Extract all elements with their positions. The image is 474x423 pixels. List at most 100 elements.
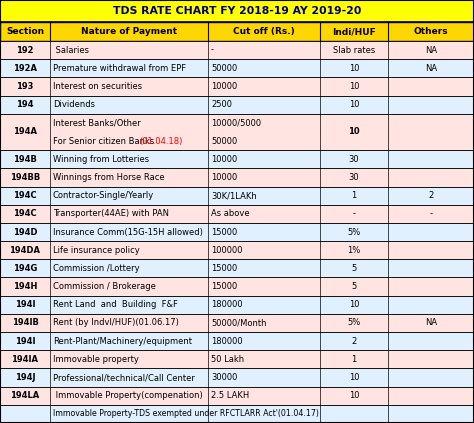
Text: 10: 10 (349, 373, 359, 382)
Text: -: - (353, 209, 356, 218)
Text: (01.04.18): (01.04.18) (139, 137, 183, 146)
Text: Contractor-Single/Yearly: Contractor-Single/Yearly (53, 191, 154, 200)
Text: Professional/technical/Call Center: Professional/technical/Call Center (53, 373, 195, 382)
Text: 10: 10 (348, 127, 360, 137)
Text: Transporter(44AE) with PAN: Transporter(44AE) with PAN (53, 209, 169, 218)
Text: 10: 10 (349, 100, 359, 109)
Text: 10000/5000: 10000/5000 (211, 118, 261, 127)
Text: Indi/HUF: Indi/HUF (332, 27, 376, 36)
Text: Rent-Plant/Machinery/equipment: Rent-Plant/Machinery/equipment (53, 337, 192, 346)
Text: 194C: 194C (13, 191, 37, 200)
Text: Immovable Property-TDS exempted under RFCTLARR Act'(01.04.17): Immovable Property-TDS exempted under RF… (53, 409, 319, 418)
Text: 15000: 15000 (211, 228, 237, 236)
Text: 194C: 194C (13, 209, 37, 218)
Text: Nature of Payment: Nature of Payment (81, 27, 177, 36)
Text: 192A: 192A (13, 64, 37, 73)
Text: 193: 193 (16, 82, 34, 91)
Text: Rent (by Indvl/HUF)(01.06.17): Rent (by Indvl/HUF)(01.06.17) (53, 319, 179, 327)
Text: Cut off (Rs.): Cut off (Rs.) (233, 27, 295, 36)
Text: 194BB: 194BB (10, 173, 40, 182)
Text: 30000: 30000 (211, 373, 237, 382)
Bar (0, 150, 474, 168)
Text: 15000: 15000 (211, 264, 237, 273)
Text: 194I: 194I (15, 337, 35, 346)
Bar (0, 96, 474, 114)
Text: Immovable Property(compenation): Immovable Property(compenation) (53, 391, 203, 400)
Text: 10000: 10000 (211, 82, 237, 91)
Text: Commission / Brokerage: Commission / Brokerage (53, 282, 156, 291)
Text: As above: As above (211, 209, 250, 218)
Text: Winnings from Horse Race: Winnings from Horse Race (53, 173, 164, 182)
Text: 30: 30 (349, 173, 359, 182)
Text: 30: 30 (349, 155, 359, 164)
Text: 194IA: 194IA (11, 355, 38, 364)
Text: 10: 10 (349, 64, 359, 73)
Text: 194H: 194H (13, 282, 37, 291)
Text: 10: 10 (349, 391, 359, 400)
Text: 10: 10 (349, 300, 359, 309)
Text: NA: NA (425, 64, 437, 73)
Text: 1: 1 (351, 191, 356, 200)
Text: 180000: 180000 (211, 337, 243, 346)
Text: 50 Lakh: 50 Lakh (211, 355, 244, 364)
Text: 194: 194 (16, 100, 34, 109)
Text: Rent Land  and  Building  F&F: Rent Land and Building F&F (53, 300, 178, 309)
Bar (0, 59, 474, 77)
Text: Slab rates: Slab rates (333, 46, 375, 55)
Text: 194I: 194I (15, 300, 35, 309)
Text: 2: 2 (428, 191, 434, 200)
Text: 194IB: 194IB (11, 319, 38, 327)
Text: Salaries: Salaries (53, 46, 89, 55)
Bar (0, 223, 474, 241)
Text: 194J: 194J (15, 373, 35, 382)
Bar (0, 405, 474, 423)
Bar (0, 314, 474, 332)
Text: Life insurance policy: Life insurance policy (53, 246, 140, 255)
Text: 194D: 194D (13, 228, 37, 236)
Text: TDS RATE CHART FY 2018-19 AY 2019-20: TDS RATE CHART FY 2018-19 AY 2019-20 (113, 6, 361, 16)
Text: 5%: 5% (347, 228, 361, 236)
Bar (0, 241, 474, 259)
Text: 50000: 50000 (211, 137, 237, 146)
Text: 5: 5 (351, 264, 356, 273)
Text: Commission /Lottery: Commission /Lottery (53, 264, 140, 273)
Bar (0, 387, 474, 405)
Text: Interest Banks/Other: Interest Banks/Other (53, 118, 141, 127)
Text: NA: NA (425, 46, 437, 55)
Text: 10000: 10000 (211, 173, 237, 182)
Bar (0, 22, 474, 41)
Text: 10000: 10000 (211, 155, 237, 164)
Bar (0, 187, 474, 205)
Text: 100000: 100000 (211, 246, 243, 255)
Text: Dividends: Dividends (53, 100, 95, 109)
Text: Immovable property: Immovable property (53, 355, 139, 364)
Bar (0, 0, 474, 22)
Bar (0, 259, 474, 277)
Text: 5: 5 (351, 282, 356, 291)
Text: 1: 1 (351, 355, 356, 364)
Text: 30K/1LAKh: 30K/1LAKh (211, 191, 257, 200)
Text: Insurance Comm(15G-15H allowed): Insurance Comm(15G-15H allowed) (53, 228, 203, 236)
Text: NA: NA (425, 319, 437, 327)
Bar (0, 77, 474, 96)
Text: 5%: 5% (347, 319, 361, 327)
Text: Interest on securities: Interest on securities (53, 82, 142, 91)
Text: -: - (211, 46, 214, 55)
Text: 194A: 194A (13, 127, 37, 137)
Bar (0, 114, 474, 150)
Text: -: - (429, 209, 432, 218)
Bar (0, 168, 474, 187)
Text: 194G: 194G (13, 264, 37, 273)
Bar (0, 368, 474, 387)
Bar (0, 205, 474, 223)
Text: For Senior citizen Banks: For Senior citizen Banks (53, 137, 154, 146)
Text: 10: 10 (349, 82, 359, 91)
Text: 194B: 194B (13, 155, 37, 164)
Text: 192: 192 (16, 46, 34, 55)
Text: 194DA: 194DA (9, 246, 40, 255)
Text: 50000: 50000 (211, 64, 237, 73)
Bar (0, 296, 474, 314)
Text: 2500: 2500 (211, 100, 232, 109)
Text: 15000: 15000 (211, 282, 237, 291)
Bar (0, 277, 474, 296)
